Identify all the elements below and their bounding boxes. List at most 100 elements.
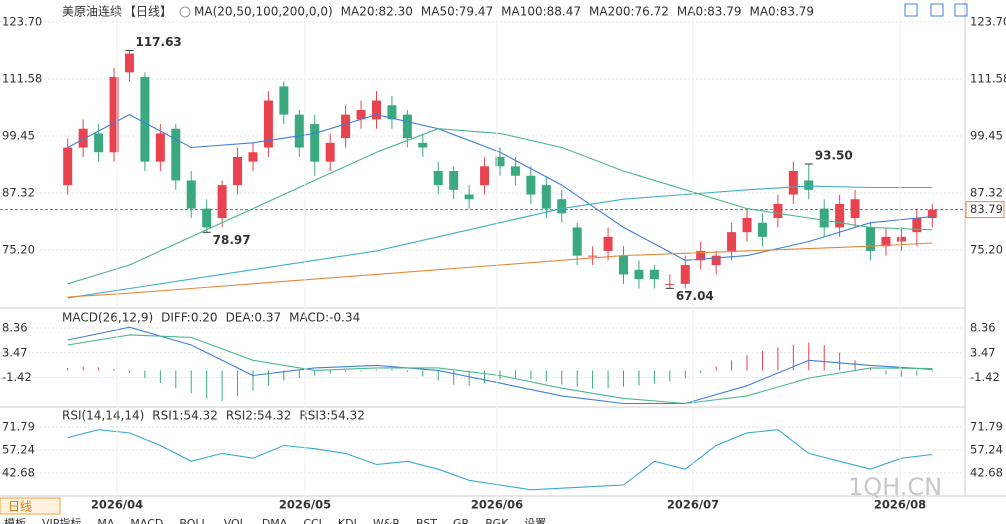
y-tick-label: 87.32 — [2, 186, 35, 200]
indicator-tab[interactable]: MA — [97, 517, 114, 524]
indicator-tab[interactable]: BGK — [485, 517, 509, 524]
y-tick-label: -1.42 — [2, 370, 32, 384]
indicator-tab[interactable]: DMA — [262, 517, 288, 524]
candle-body — [603, 236, 613, 251]
y-tick-label: 42.68 — [2, 465, 35, 479]
y-tick-label: 8.36 — [2, 320, 28, 334]
candle-body — [279, 86, 289, 115]
zoom-in-icon[interactable] — [904, 3, 918, 17]
indicator-tab[interactable]: 设置 — [524, 517, 546, 524]
candle-body — [202, 208, 212, 228]
y-tick-label-right: 71.79 — [970, 419, 1003, 433]
indicator-tab[interactable]: MACD — [130, 517, 163, 524]
candle-body — [896, 236, 906, 242]
candle-body — [233, 156, 243, 186]
toolbar-icons — [904, 3, 968, 17]
legend-entry: MA100:88.47 — [501, 5, 581, 19]
indicator-tab[interactable]: W&R — [373, 517, 400, 524]
y-tick-label-right: 87.32 — [970, 186, 1003, 200]
x-tick-label: 2026/06 — [471, 498, 523, 512]
candle-body — [649, 269, 659, 280]
candle-body — [341, 114, 351, 139]
candle-body — [325, 142, 335, 162]
period-tab-label[interactable]: 日线 — [8, 500, 32, 514]
indicator-tab[interactable]: VOL — [224, 517, 247, 524]
candle-body — [510, 166, 520, 176]
annotation-label: 93.50 — [815, 148, 853, 162]
candle-body — [680, 265, 690, 284]
indicator-line — [67, 185, 933, 299]
settings-icon[interactable] — [954, 3, 968, 17]
y-tick-label: 123.70 — [2, 15, 42, 29]
indicator-tab[interactable]: CCI — [303, 517, 322, 524]
candle-body — [155, 133, 165, 162]
candle-body — [711, 255, 721, 266]
y-tick-label-right: 42.68 — [970, 465, 1003, 479]
candle-body — [927, 209, 937, 219]
candle-body — [140, 77, 150, 162]
candle-body — [881, 236, 891, 247]
x-tick-label: 2026/08 — [874, 498, 926, 512]
legend-entry: RSI1:54.32 — [152, 409, 218, 423]
indicator-line — [67, 429, 933, 491]
collapse-icon[interactable] — [179, 6, 191, 18]
indicator-tab[interactable]: KDJ — [338, 517, 357, 524]
annotation-label: 78.97 — [213, 233, 251, 247]
annotation-label: 117.63 — [135, 35, 181, 49]
candle-body — [912, 218, 922, 233]
candle-body — [526, 175, 536, 195]
y-tick-label-right: 123.70 — [970, 15, 1006, 29]
candle-body — [433, 171, 443, 186]
x-tick-label: 2026/07 — [667, 498, 719, 512]
candle-body — [263, 100, 273, 148]
candle-body — [788, 171, 798, 195]
candle-body — [866, 227, 876, 251]
candle-body — [480, 166, 490, 186]
indicator-tab[interactable]: VIP指标 — [42, 516, 81, 524]
indicator-line — [67, 334, 933, 405]
candle-body — [94, 133, 104, 153]
candle-body — [495, 156, 505, 167]
y-tick-label: 57.24 — [2, 442, 35, 456]
candle-body — [665, 283, 675, 285]
y-tick-label-right: 99.45 — [970, 129, 1003, 143]
y-tick-label: 75.20 — [2, 243, 35, 257]
legend-entry: DEA:0.37 — [226, 311, 282, 325]
indicator-line — [67, 242, 933, 298]
indicator-tab[interactable]: GR — [453, 517, 470, 524]
period-tab[interactable] — [0, 497, 61, 515]
candle-body — [619, 255, 629, 275]
candle-body — [773, 203, 783, 219]
y-tick-label-right: 75.20 — [970, 243, 1003, 257]
candle-body — [371, 100, 381, 120]
candle-body — [109, 77, 119, 153]
candle-body — [464, 194, 474, 200]
candle-body — [634, 269, 644, 280]
legend-entry: MACD(26,12,9) — [62, 311, 153, 325]
indicator-tab[interactable]: 模板 — [4, 516, 26, 524]
indicator-tab[interactable]: BST — [416, 517, 437, 524]
legend-entry: MACD:-0.34 — [289, 311, 360, 325]
candle-body — [171, 128, 181, 181]
candle-body — [402, 114, 412, 139]
legend-entry: MA20:82.30 — [341, 5, 413, 19]
y-tick-label: 99.45 — [2, 129, 35, 143]
x-tick-label: 2026/04 — [91, 498, 143, 512]
candle-body — [217, 185, 227, 219]
candle-body — [819, 208, 829, 228]
indicator-tab[interactable]: BOLL — [179, 517, 208, 524]
candle-body — [356, 109, 366, 120]
candle-body — [557, 199, 567, 214]
legend-entry: RSI3:54.32 — [299, 409, 365, 423]
candle-body — [449, 171, 459, 190]
y-tick-label: 3.47 — [2, 345, 28, 359]
candle-body — [835, 203, 845, 228]
zoom-out-icon[interactable] — [930, 3, 944, 17]
candle-body — [572, 227, 582, 256]
legend-entry: DIFF:0.20 — [161, 311, 217, 325]
indicator-line — [67, 128, 933, 285]
candle-body — [310, 124, 320, 162]
candle-body — [248, 152, 258, 162]
watermark: 1QH.CN — [848, 473, 942, 501]
